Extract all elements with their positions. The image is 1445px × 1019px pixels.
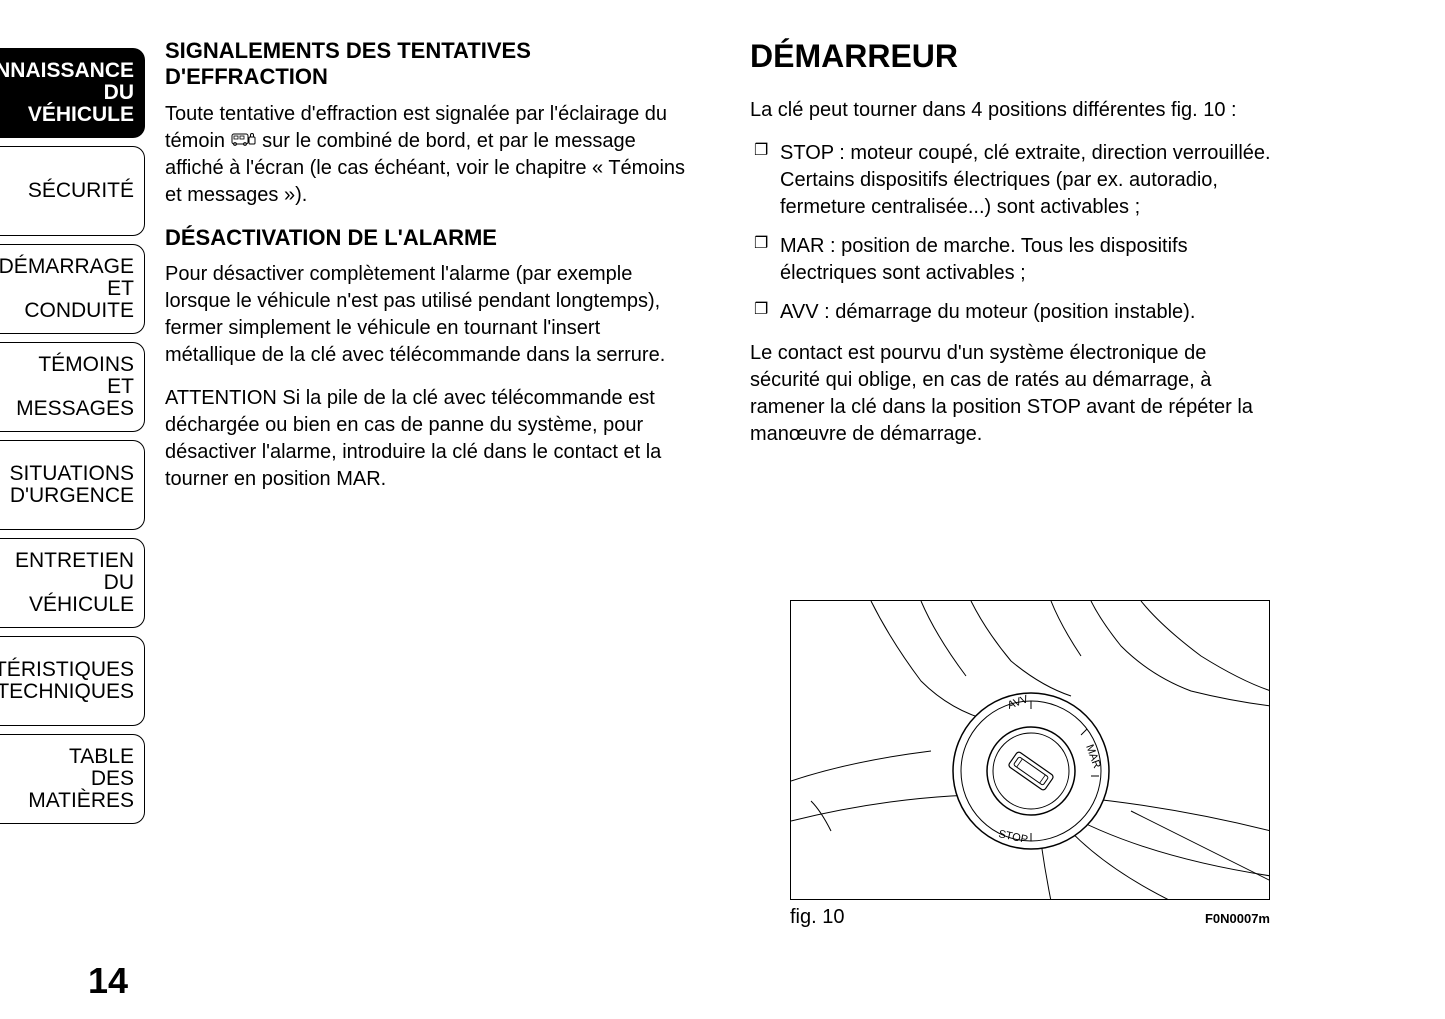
ignition-diagram: AVV MAR STOP bbox=[790, 600, 1270, 900]
car-lock-icon bbox=[231, 128, 257, 155]
page-number: 14 bbox=[88, 960, 128, 1002]
tab-label-line1: SITUATIONS bbox=[10, 463, 134, 485]
tab-securite[interactable]: SÉCURITÉ bbox=[0, 146, 145, 236]
tab-label-line2: DU VÉHICULE bbox=[6, 82, 134, 126]
paragraph-signalements: Toute tentative d'effraction est signalé… bbox=[165, 101, 695, 209]
tab-label-line1: CARACTÉRISTIQUES bbox=[0, 659, 134, 681]
tab-label-line2: D'URGENCE bbox=[10, 485, 134, 507]
tab-label-line1: TABLE bbox=[69, 746, 134, 768]
key-position-list: STOP : moteur coupé, clé extraite, direc… bbox=[750, 140, 1280, 326]
paragraph-desactivation: Pour désactiver complètement l'alarme (p… bbox=[165, 261, 695, 369]
figure-caption: fig. 10 bbox=[790, 906, 844, 929]
figure-caption-row: fig. 10 F0N0007m bbox=[790, 906, 1270, 929]
figure-10: AVV MAR STOP fig. 10 F0N0007m bbox=[790, 600, 1270, 929]
tab-label-line1: ENTRETIEN bbox=[15, 550, 134, 572]
tab-demarrage[interactable]: DÉMARRAGE ET CONDUITE bbox=[0, 244, 145, 334]
tab-label-line1: DÉMARRAGE bbox=[0, 256, 134, 278]
tab-entretien[interactable]: ENTRETIEN DU VÉHICULE bbox=[0, 538, 145, 628]
tab-connaissance[interactable]: CONNAISSANCE DU VÉHICULE bbox=[0, 48, 145, 138]
tab-label-line2: ET CONDUITE bbox=[6, 278, 134, 322]
tab-label-line2: ET MESSAGES bbox=[6, 376, 134, 420]
left-column: SIGNALEMENTS DES TENTATIVES D'EFFRACTION… bbox=[165, 38, 695, 509]
list-item: MAR : position de marche. Tous les dispo… bbox=[750, 233, 1280, 287]
list-item: AVV : démarrage du moteur (position inst… bbox=[750, 299, 1280, 326]
tab-label-line2: DES MATIÈRES bbox=[6, 768, 134, 812]
heading-signalements: SIGNALEMENTS DES TENTATIVES D'EFFRACTION bbox=[165, 38, 695, 91]
tab-label-line2: SÉCURITÉ bbox=[28, 180, 134, 202]
paragraph-attention: ATTENTION Si la pile de la clé avec télé… bbox=[165, 385, 695, 493]
tab-temoins[interactable]: TÉMOINS ET MESSAGES bbox=[0, 342, 145, 432]
tab-label-line1: CONNAISSANCE bbox=[0, 60, 134, 82]
paragraph-intro: La clé peut tourner dans 4 positions dif… bbox=[750, 97, 1280, 124]
paragraph-contact: Le contact est pourvu d'un système élect… bbox=[750, 340, 1280, 448]
tab-table-matieres[interactable]: TABLE DES MATIÈRES bbox=[0, 734, 145, 824]
sidebar-nav: CONNAISSANCE DU VÉHICULE SÉCURITÉ DÉMARR… bbox=[0, 48, 145, 832]
tab-urgence[interactable]: SITUATIONS D'URGENCE bbox=[0, 440, 145, 530]
right-column: DÉMARREUR La clé peut tourner dans 4 pos… bbox=[750, 38, 1280, 464]
tab-label-line1: TÉMOINS bbox=[38, 354, 134, 376]
heading-desactivation: DÉSACTIVATION DE L'ALARME bbox=[165, 225, 695, 251]
figure-code: F0N0007m bbox=[1205, 911, 1270, 926]
tab-caracteristiques[interactable]: CARACTÉRISTIQUES TECHNIQUES bbox=[0, 636, 145, 726]
list-item: STOP : moteur coupé, clé extraite, direc… bbox=[750, 140, 1280, 221]
tab-label-line2: DU VÉHICULE bbox=[6, 572, 134, 616]
tab-label-line2: TECHNIQUES bbox=[0, 681, 134, 703]
heading-demarreur: DÉMARREUR bbox=[750, 38, 1280, 75]
